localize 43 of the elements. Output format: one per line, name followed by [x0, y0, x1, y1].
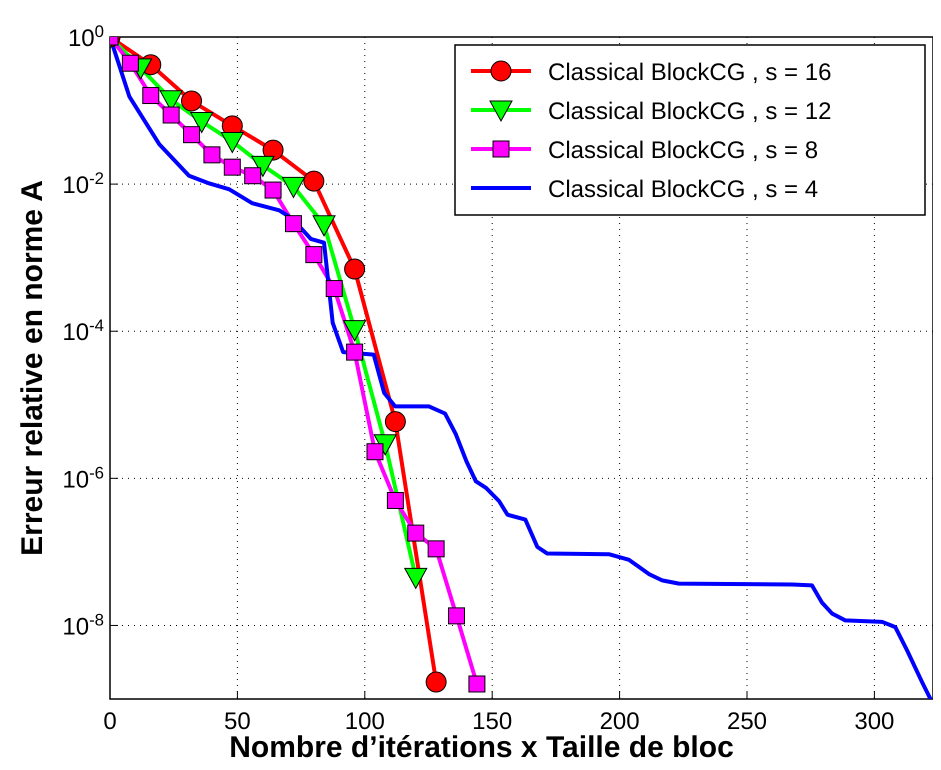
point — [404, 568, 428, 589]
legend-label: Classical BlockCG , s = 4 — [548, 176, 818, 203]
point — [303, 170, 324, 192]
point — [183, 126, 200, 144]
y-tick-label: 10$^{-2}$ — [62, 168, 104, 200]
point — [407, 524, 424, 542]
point — [190, 112, 214, 133]
point — [162, 106, 180, 124]
point — [282, 176, 305, 198]
point — [224, 158, 241, 176]
point — [262, 140, 284, 161]
x-tick-label: 0 — [103, 708, 117, 735]
point — [343, 320, 366, 342]
point — [344, 258, 366, 280]
y-tick-label: 10$^{-4}$ — [62, 316, 104, 346]
point — [366, 443, 384, 460]
point — [122, 54, 139, 72]
point — [386, 492, 404, 509]
y-tick-label: 10$^{-8}$ — [62, 610, 104, 640]
point — [448, 607, 466, 624]
point — [428, 540, 445, 558]
point — [468, 675, 486, 692]
point — [305, 246, 322, 264]
legend-label: Classical BlockCG , s = 12 — [548, 98, 832, 125]
point — [203, 146, 220, 164]
legend-label: Classical BlockCG , s = 16 — [548, 59, 832, 86]
y-tick-label: 10$^{-6}$ — [62, 462, 104, 494]
point — [346, 344, 364, 361]
point — [244, 167, 262, 184]
point — [264, 182, 282, 199]
point — [181, 90, 202, 112]
legend-label: Classical BlockCG , s = 8 — [548, 137, 818, 164]
y-axis-title: Erreur relative en norme A — [16, 180, 49, 556]
point — [312, 215, 336, 236]
point — [384, 411, 406, 432]
x-tick-label: 300 — [854, 708, 894, 735]
y-tick-label: 10$^{0}$ — [68, 22, 104, 52]
point — [426, 672, 447, 693]
point — [251, 156, 274, 177]
point — [284, 215, 302, 232]
point — [142, 87, 160, 104]
point — [220, 132, 244, 153]
point — [326, 280, 343, 298]
